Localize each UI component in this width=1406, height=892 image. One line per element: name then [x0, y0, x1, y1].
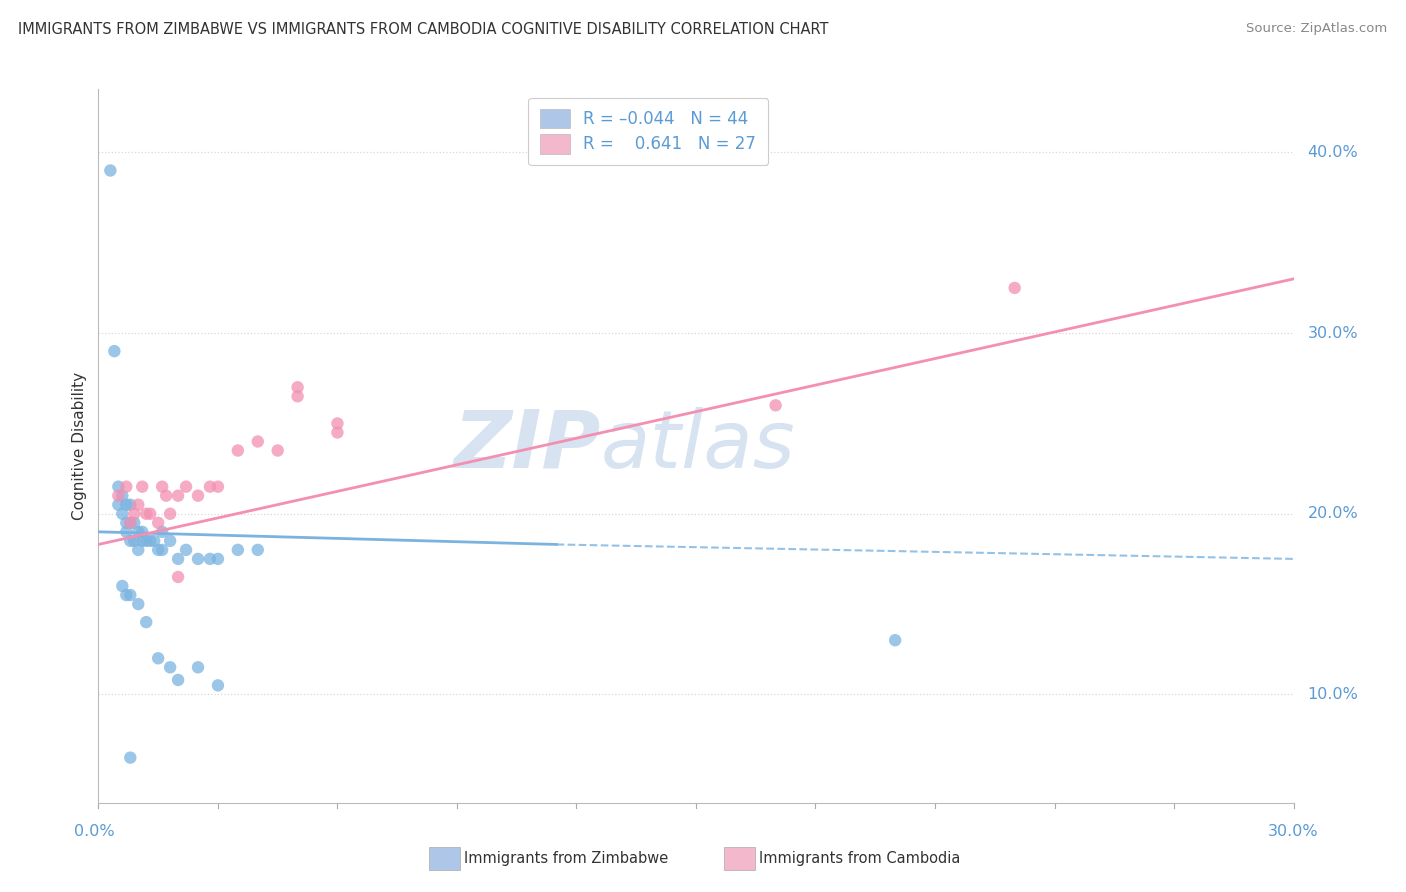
Point — [107, 480, 129, 494]
Point — [148, 516, 170, 530]
Point — [111, 489, 134, 503]
Point — [107, 489, 129, 503]
Point — [103, 344, 125, 359]
Point — [139, 533, 162, 548]
Point — [159, 507, 181, 521]
Point — [115, 498, 138, 512]
Point — [120, 750, 142, 764]
Point — [131, 480, 153, 494]
Text: 30.0%: 30.0% — [1308, 326, 1358, 341]
Point — [115, 516, 138, 530]
Point — [135, 507, 157, 521]
Point — [131, 524, 153, 539]
Point — [187, 489, 209, 503]
Point — [127, 524, 149, 539]
Point — [120, 533, 142, 548]
Text: 40.0%: 40.0% — [1308, 145, 1358, 160]
Point — [135, 615, 157, 629]
Point — [159, 533, 181, 548]
Point — [115, 480, 138, 494]
Point — [148, 542, 170, 557]
Text: Immigrants from Zimbabwe: Immigrants from Zimbabwe — [464, 852, 668, 866]
Point — [111, 507, 134, 521]
Text: 30.0%: 30.0% — [1268, 824, 1319, 839]
Point — [120, 516, 142, 530]
Point — [127, 597, 149, 611]
Point — [198, 552, 221, 566]
Text: Source: ZipAtlas.com: Source: ZipAtlas.com — [1247, 22, 1388, 36]
Point — [143, 533, 166, 548]
Point — [127, 498, 149, 512]
Point — [115, 524, 138, 539]
Point — [120, 588, 142, 602]
Point — [1004, 281, 1026, 295]
Y-axis label: Cognitive Disability: Cognitive Disability — [72, 372, 87, 520]
Point — [131, 533, 153, 548]
Point — [159, 660, 181, 674]
Point — [207, 552, 229, 566]
Point — [167, 489, 190, 503]
Text: 20.0%: 20.0% — [1308, 507, 1358, 521]
Point — [120, 516, 142, 530]
Point — [174, 480, 197, 494]
Point — [167, 570, 190, 584]
Point — [246, 434, 269, 449]
Point — [148, 651, 170, 665]
Text: ZIP: ZIP — [453, 407, 600, 485]
Text: 0.0%: 0.0% — [75, 824, 115, 839]
Text: atlas: atlas — [600, 407, 796, 485]
Point — [267, 443, 290, 458]
Point — [115, 588, 138, 602]
Point — [287, 389, 309, 403]
Point — [139, 507, 162, 521]
Point — [107, 498, 129, 512]
Point — [167, 673, 190, 687]
Point — [124, 507, 146, 521]
Text: 10.0%: 10.0% — [1308, 687, 1358, 702]
Point — [326, 425, 349, 440]
Point — [174, 542, 197, 557]
Point — [150, 524, 173, 539]
Point — [765, 398, 787, 412]
Point — [198, 480, 221, 494]
Point — [111, 579, 134, 593]
Point — [207, 678, 229, 692]
Point — [120, 498, 142, 512]
Legend: R = –0.044   N = 44, R =    0.641   N = 27: R = –0.044 N = 44, R = 0.641 N = 27 — [529, 97, 768, 165]
Point — [167, 552, 190, 566]
Point — [207, 480, 229, 494]
Point — [187, 552, 209, 566]
Text: IMMIGRANTS FROM ZIMBABWE VS IMMIGRANTS FROM CAMBODIA COGNITIVE DISABILITY CORREL: IMMIGRANTS FROM ZIMBABWE VS IMMIGRANTS F… — [18, 22, 828, 37]
Point — [326, 417, 349, 431]
Point — [155, 489, 177, 503]
Point — [124, 533, 146, 548]
Point — [246, 542, 269, 557]
Point — [150, 480, 173, 494]
Point — [226, 542, 249, 557]
Point — [150, 542, 173, 557]
Text: Immigrants from Cambodia: Immigrants from Cambodia — [759, 852, 960, 866]
Point — [135, 533, 157, 548]
Point — [127, 542, 149, 557]
Point — [187, 660, 209, 674]
Point — [226, 443, 249, 458]
Point — [124, 516, 146, 530]
Point — [884, 633, 907, 648]
Point — [287, 380, 309, 394]
Point — [98, 163, 122, 178]
